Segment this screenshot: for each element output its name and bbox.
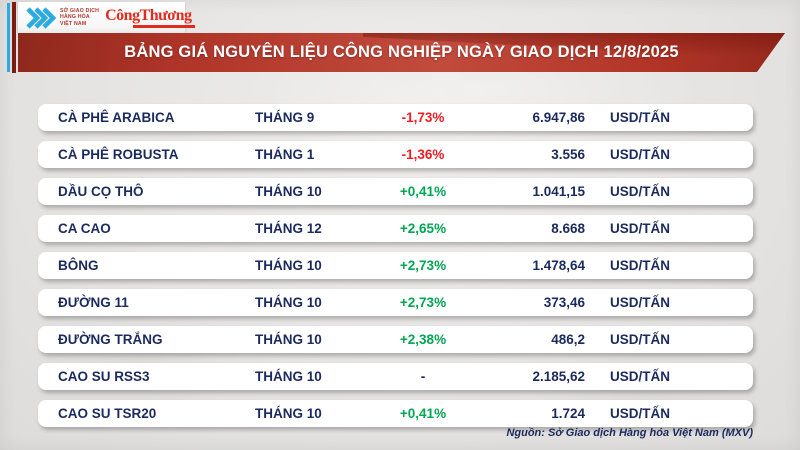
- price-value: 3.556: [551, 147, 585, 162]
- contract-month: THÁNG 10: [255, 369, 322, 384]
- contract-month: THÁNG 10: [255, 295, 322, 310]
- commodity-name: CÀ PHÊ ARABICA: [58, 110, 175, 125]
- accent-stripe-maroon: [12, 2, 16, 73]
- change-percent: +2,73%: [399, 295, 447, 310]
- price-unit: USD/TẤN: [610, 110, 670, 125]
- contract-month: THÁNG 10: [255, 332, 322, 347]
- commodity-name: ĐƯỜNG TRẮNG: [58, 332, 163, 347]
- title-banner: BẢNG GIÁ NGUYÊN LIỆU CÔNG NGHIỆP NGÀY GI…: [18, 33, 785, 72]
- price-value: 2.185,62: [532, 369, 585, 384]
- source-attribution: Nguồn: Sở Giao dịch Hàng hóa Việt Nam (M…: [506, 427, 753, 439]
- contract-month: THÁNG 1: [255, 147, 315, 162]
- table-row: CÀ PHÊ ROBUSTA THÁNG 1 -1,36% 3.556 USD/…: [38, 141, 753, 168]
- mxv-org-name: SỞ GIAO DỊCH HÀNG HÓA VIỆT NAM: [60, 7, 100, 27]
- price-unit: USD/TẤN: [610, 332, 670, 347]
- change-percent: -1,36%: [401, 147, 445, 162]
- commodity-name: BÔNG: [58, 258, 99, 273]
- commodity-name: CAO SU RSS3: [58, 369, 150, 384]
- change-percent: +2,73%: [399, 258, 447, 273]
- price-value: 1.478,64: [532, 258, 585, 273]
- commodity-name: CÀ PHÊ ROBUSTA: [58, 147, 179, 162]
- mxv-chevrons-icon: [26, 6, 57, 29]
- change-percent: +2,65%: [399, 221, 447, 236]
- price-unit: USD/TẤN: [610, 369, 670, 384]
- page-title: BẢNG GIÁ NGUYÊN LIỆU CÔNG NGHIỆP NGÀY GI…: [124, 43, 679, 61]
- table-row: CAO SU RSS3 THÁNG 10 - 2.185,62 USD/TẤN: [38, 363, 753, 390]
- table-row: DẦU CỌ THÔ THÁNG 10 +0,41% 1.041,15 USD/…: [38, 178, 753, 205]
- change-percent: +0,41%: [399, 406, 447, 421]
- change-percent: -: [420, 369, 426, 384]
- contract-month: THÁNG 9: [255, 110, 315, 125]
- commodity-name: CA CAO: [58, 221, 111, 236]
- price-unit: USD/TẤN: [610, 184, 670, 199]
- commodity-name: CAO SU TSR20: [58, 406, 157, 421]
- congthuong-underline-bar: [133, 24, 196, 28]
- price-unit: USD/TẤN: [610, 406, 670, 421]
- table-row: CA CAO THÁNG 12 +2,65% 8.668 USD/TẤN: [38, 215, 753, 242]
- price-unit: USD/TẤN: [610, 221, 670, 236]
- table-row: CAO SU TSR20 THÁNG 10 +0,41% 1.724 USD/T…: [38, 400, 753, 427]
- change-percent: +2,38%: [399, 332, 447, 347]
- congthuong-wordmark: CôngThương: [105, 6, 192, 24]
- commodity-name: ĐƯỜNG 11: [58, 295, 129, 310]
- price-value: 373,46: [543, 295, 585, 310]
- contract-month: THÁNG 10: [255, 406, 322, 421]
- price-value: 6.947,86: [532, 110, 585, 125]
- contract-month: THÁNG 10: [255, 258, 322, 273]
- price-value: 8.668: [551, 221, 585, 236]
- commodity-name: DẦU CỌ THÔ: [58, 184, 144, 199]
- contract-month: THÁNG 10: [255, 184, 322, 199]
- price-value: 1.041,15: [532, 184, 585, 199]
- congthuong-logo: CôngThương: [105, 6, 196, 28]
- price-unit: USD/TẤN: [610, 258, 670, 273]
- logo-bar: SỞ GIAO DỊCH HÀNG HÓA VIỆT NAM CôngThươn…: [18, 2, 196, 33]
- table-row: CÀ PHÊ ARABICA THÁNG 9 -1,73% 6.947,86 U…: [38, 104, 753, 131]
- table-row: ĐƯỜNG TRẮNG THÁNG 10 +2,38% 486,2 USD/TẤ…: [38, 326, 753, 353]
- commodity-price-table: CÀ PHÊ ARABICA THÁNG 9 -1,73% 6.947,86 U…: [38, 104, 753, 437]
- change-percent: -1,73%: [401, 110, 445, 125]
- table-row: ĐƯỜNG 11 THÁNG 10 +2,73% 373,46 USD/TẤN: [38, 289, 753, 316]
- accent-stripe-cyan: [7, 3, 10, 72]
- price-value: 1.724: [551, 406, 585, 421]
- change-percent: +0,41%: [399, 184, 447, 199]
- price-value: 486,2: [551, 332, 585, 347]
- contract-month: THÁNG 12: [255, 221, 322, 236]
- price-unit: USD/TẤN: [610, 295, 670, 310]
- table-row: BÔNG THÁNG 10 +2,73% 1.478,64 USD/TẤN: [38, 252, 753, 279]
- price-unit: USD/TẤN: [610, 147, 670, 162]
